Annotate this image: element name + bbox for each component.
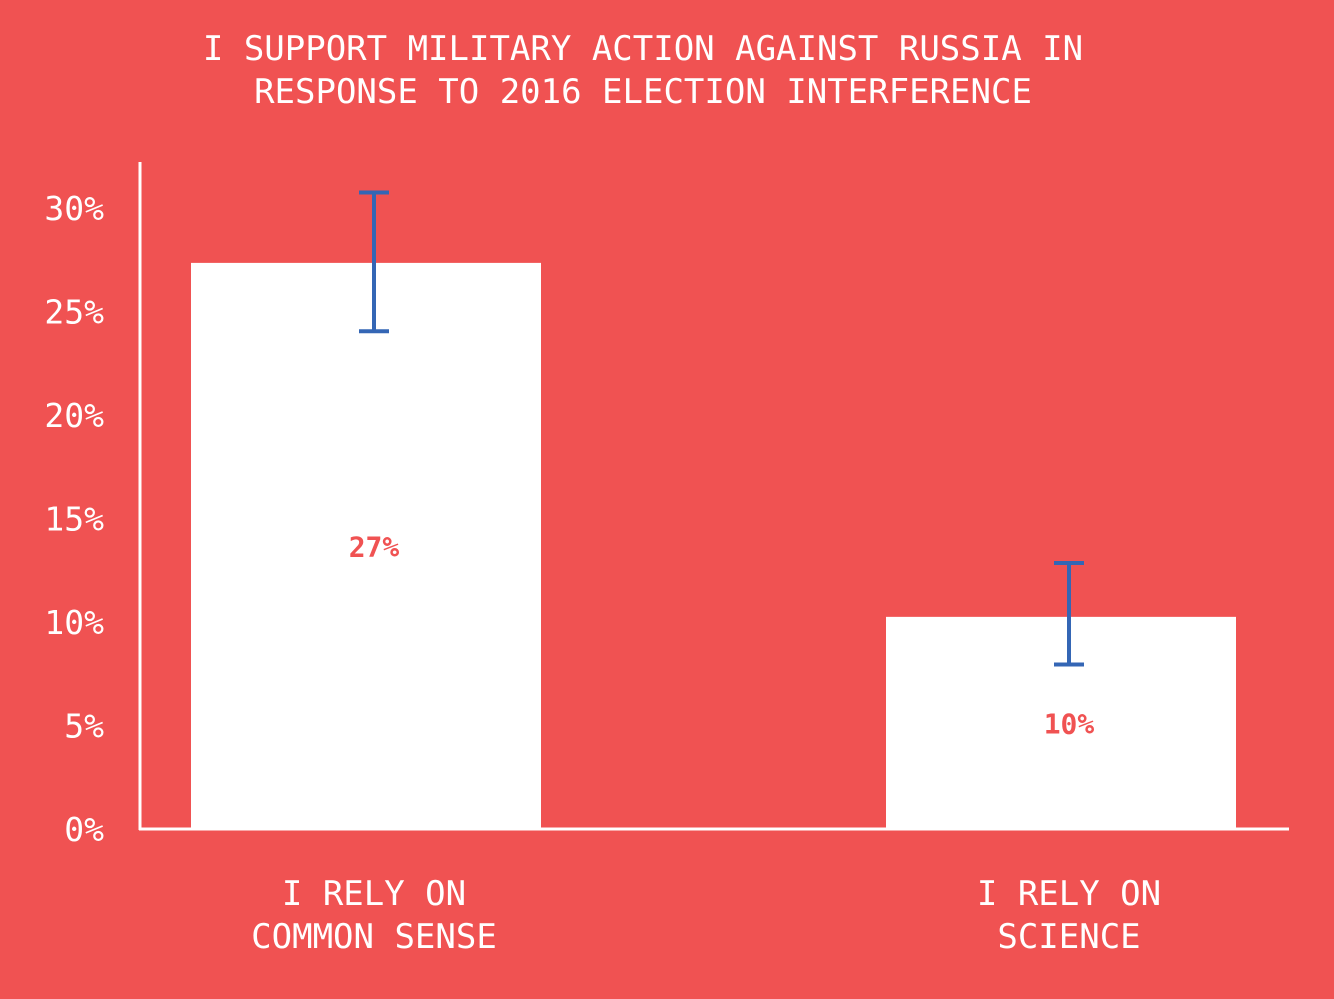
y-tick-label: 10% xyxy=(44,603,104,642)
chart-title-line: I SUPPORT MILITARY ACTION AGAINST RUSSIA… xyxy=(203,29,1083,69)
x-category-label: SCIENCE xyxy=(997,917,1140,957)
x-category-label: COMMON SENSE xyxy=(251,917,497,957)
x-category-label: I RELY ON xyxy=(977,874,1161,914)
y-tick-label: 5% xyxy=(64,707,104,746)
y-tick-label: 30% xyxy=(44,189,104,228)
bar xyxy=(886,616,1236,829)
bar xyxy=(191,262,541,829)
y-tick-label: 20% xyxy=(44,396,104,435)
y-tick-label: 15% xyxy=(44,500,104,539)
chart-title: I SUPPORT MILITARY ACTION AGAINST RUSSIA… xyxy=(203,29,1083,112)
data-label: 10% xyxy=(1044,707,1095,740)
y-tick-label: 0% xyxy=(64,810,104,849)
y-tick-label: 25% xyxy=(44,293,104,332)
data-label: 27% xyxy=(349,530,400,563)
chart-title-line: RESPONSE TO 2016 ELECTION INTERFERENCE xyxy=(254,72,1032,112)
x-category-label: I RELY ON xyxy=(282,874,466,914)
